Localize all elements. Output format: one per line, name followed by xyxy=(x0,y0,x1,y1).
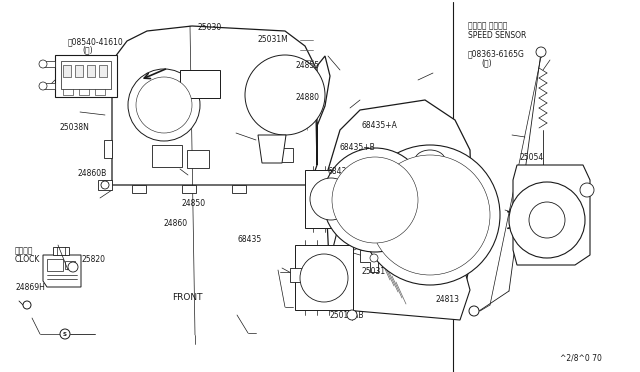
Bar xyxy=(180,70,220,98)
Text: クロック: クロック xyxy=(15,247,33,256)
Text: SEE SEC.327: SEE SEC.327 xyxy=(527,237,575,247)
Circle shape xyxy=(39,82,47,90)
Text: 25030: 25030 xyxy=(198,23,222,32)
Bar xyxy=(47,259,63,271)
Bar xyxy=(99,65,107,77)
Text: 25054: 25054 xyxy=(519,154,543,163)
Text: S: S xyxy=(63,331,67,337)
Circle shape xyxy=(128,69,200,141)
Text: SEC.327参照: SEC.327参照 xyxy=(527,228,568,237)
Polygon shape xyxy=(325,100,473,310)
Circle shape xyxy=(469,306,479,316)
Circle shape xyxy=(68,262,78,272)
Circle shape xyxy=(39,60,47,68)
Text: 68435+A: 68435+A xyxy=(362,121,398,129)
Text: Ⓝ08540-41610: Ⓝ08540-41610 xyxy=(68,38,124,46)
Bar xyxy=(61,61,111,89)
Text: (イ): (イ) xyxy=(481,58,492,67)
Text: 68435+B: 68435+B xyxy=(340,144,376,153)
Bar xyxy=(325,193,343,205)
Bar xyxy=(275,148,293,162)
Bar xyxy=(104,140,112,158)
Text: 24880: 24880 xyxy=(295,93,319,102)
Bar xyxy=(87,65,95,77)
Polygon shape xyxy=(43,255,81,287)
Text: 25820: 25820 xyxy=(82,256,106,264)
Bar xyxy=(55,55,117,97)
Bar xyxy=(53,247,69,255)
Circle shape xyxy=(370,254,378,262)
Bar xyxy=(98,180,112,190)
Bar xyxy=(75,65,83,77)
Bar xyxy=(63,89,73,95)
Bar xyxy=(295,245,353,310)
Circle shape xyxy=(310,178,352,220)
Bar xyxy=(95,89,105,95)
Ellipse shape xyxy=(415,150,445,170)
Bar xyxy=(187,150,209,168)
Text: 25031M: 25031M xyxy=(258,35,289,44)
Circle shape xyxy=(370,155,490,275)
Text: 25010AB: 25010AB xyxy=(330,311,365,321)
Text: スピード センサー: スピード センサー xyxy=(468,22,508,31)
Circle shape xyxy=(323,148,427,252)
Circle shape xyxy=(245,55,325,135)
Polygon shape xyxy=(317,56,330,165)
Bar xyxy=(79,89,89,95)
Bar xyxy=(305,170,357,228)
Text: CLOCK: CLOCK xyxy=(15,256,40,264)
Text: Ⓝ08363-6165G: Ⓝ08363-6165G xyxy=(468,49,525,58)
Text: 25031: 25031 xyxy=(362,267,386,276)
Text: 24860: 24860 xyxy=(164,219,188,228)
Text: 24813: 24813 xyxy=(435,295,459,304)
Polygon shape xyxy=(513,165,590,265)
Polygon shape xyxy=(258,135,286,163)
Bar xyxy=(182,185,196,193)
Text: 68435: 68435 xyxy=(238,234,262,244)
Text: S: S xyxy=(472,308,476,314)
Circle shape xyxy=(529,202,565,238)
Text: 24860B: 24860B xyxy=(78,170,108,179)
Bar xyxy=(232,185,246,193)
Circle shape xyxy=(509,182,585,258)
Text: ^2/8^0 70: ^2/8^0 70 xyxy=(560,353,602,362)
Bar xyxy=(152,145,182,167)
Circle shape xyxy=(536,47,546,57)
Circle shape xyxy=(332,157,418,243)
Circle shape xyxy=(23,301,31,309)
Bar xyxy=(65,261,75,269)
Circle shape xyxy=(60,329,70,339)
Polygon shape xyxy=(330,220,470,320)
Bar xyxy=(63,65,71,77)
Text: 25038N: 25038N xyxy=(60,122,90,131)
Circle shape xyxy=(136,77,192,133)
Polygon shape xyxy=(112,26,317,185)
Circle shape xyxy=(360,145,500,285)
Text: FRONT: FRONT xyxy=(172,292,202,301)
Bar xyxy=(132,185,146,193)
Bar xyxy=(290,268,308,282)
Polygon shape xyxy=(360,250,378,272)
Text: 24850: 24850 xyxy=(182,199,206,208)
Text: 68435+C: 68435+C xyxy=(328,167,364,176)
Circle shape xyxy=(101,181,109,189)
Text: (イ): (イ) xyxy=(82,45,93,55)
Bar xyxy=(43,61,55,67)
Text: SPEED SENSOR: SPEED SENSOR xyxy=(468,32,526,41)
Bar xyxy=(43,83,55,89)
Circle shape xyxy=(300,254,348,302)
Bar xyxy=(340,218,362,232)
Circle shape xyxy=(347,310,357,320)
Text: 24855: 24855 xyxy=(295,61,319,70)
Text: 24869H: 24869H xyxy=(15,283,45,292)
Circle shape xyxy=(580,183,594,197)
